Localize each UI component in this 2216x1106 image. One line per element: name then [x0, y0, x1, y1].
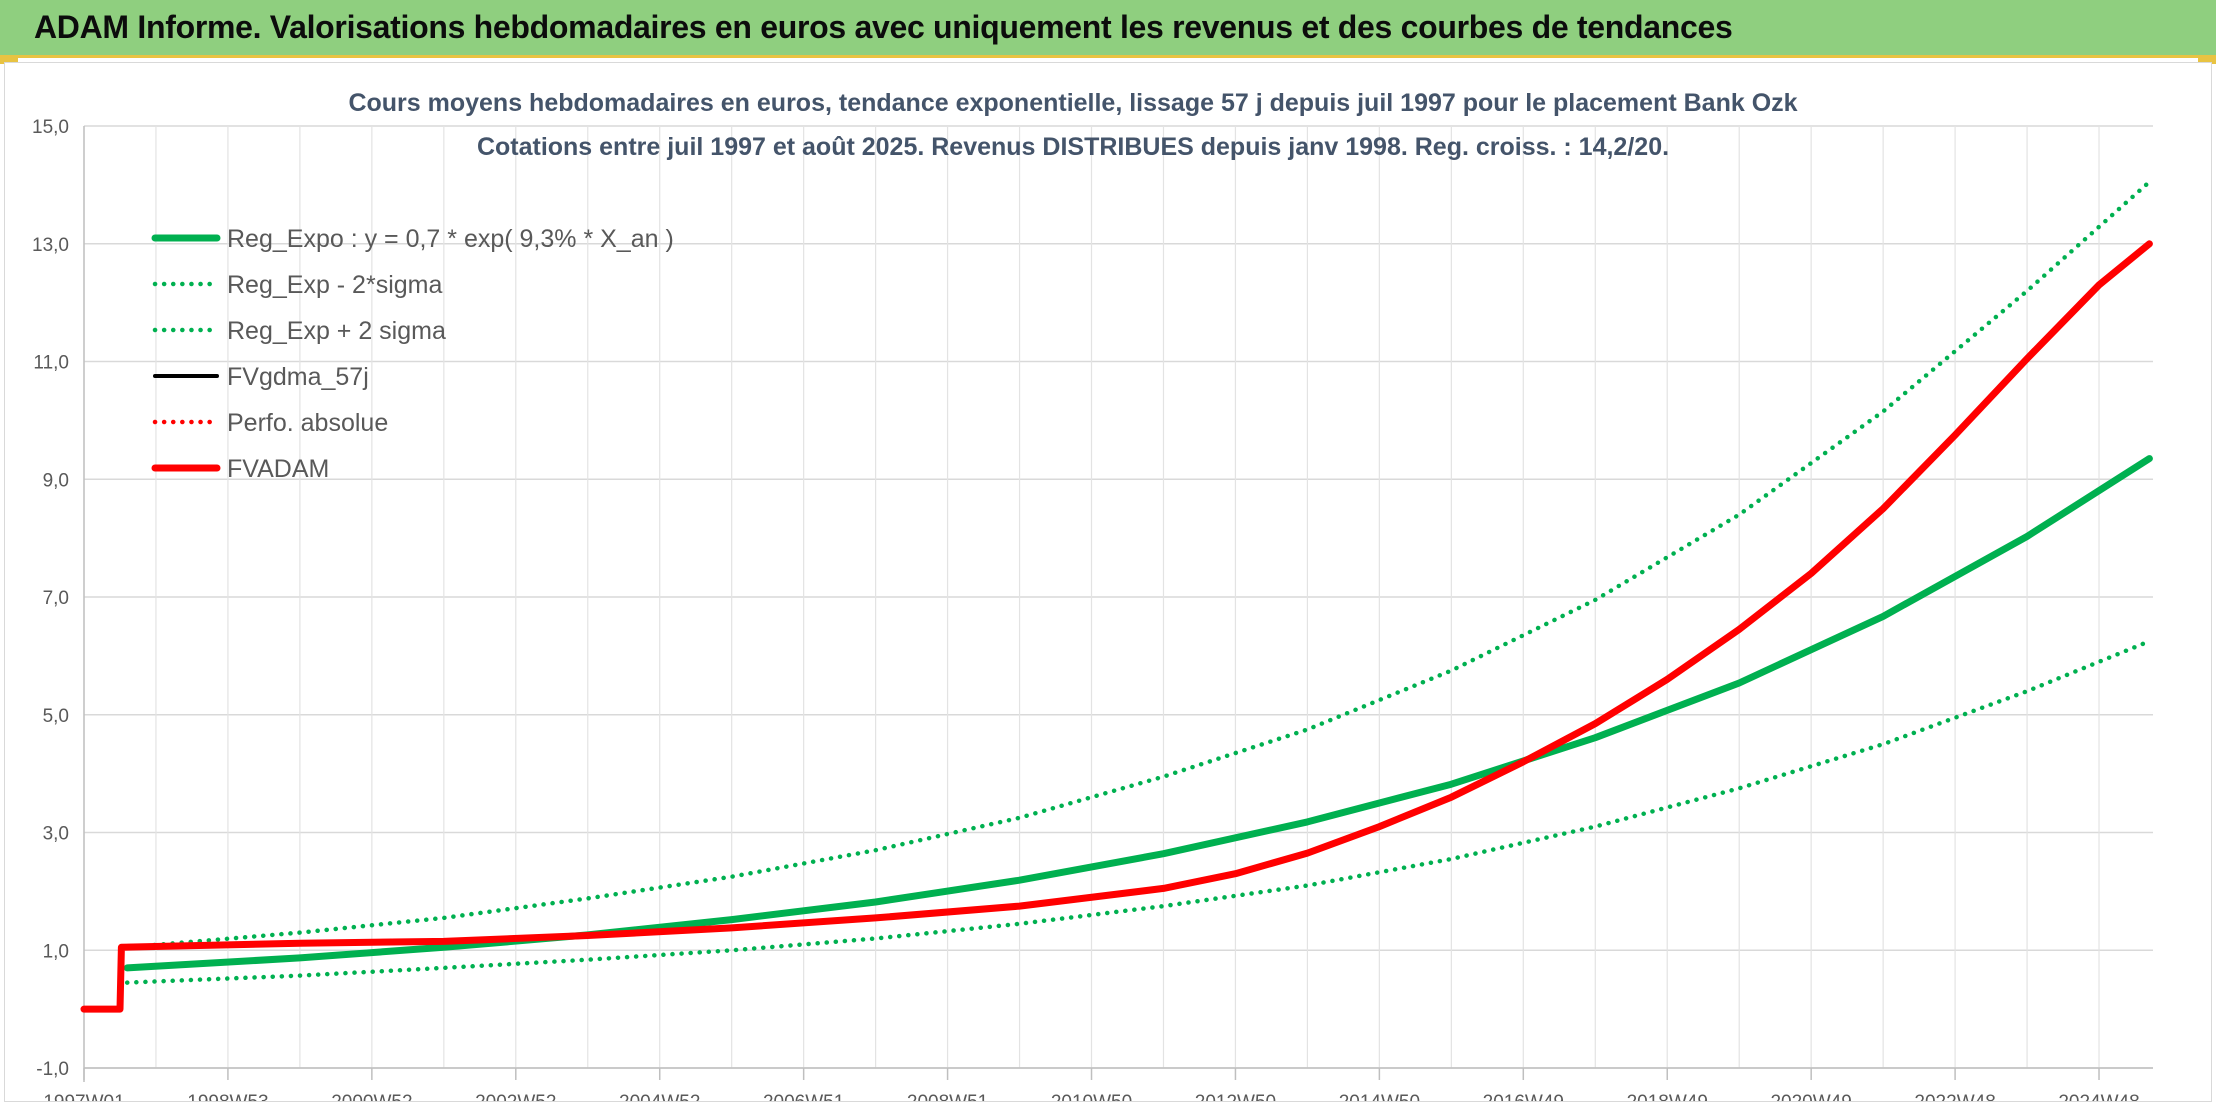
report-banner: ADAM Informe. Valorisations hebdomadaire… [0, 0, 2216, 58]
y-tick-label: -1,0 [36, 1059, 69, 1080]
legend-label: FVADAM [227, 455, 329, 483]
x-tick-label: 2002W52 [475, 1092, 556, 1101]
chart-area: -1,0 1,0 3,0 5,0 7,0 9,0 11,0 13,0 15,0 1997W01 19… [4, 62, 2212, 1102]
y-tick-label: 5,0 [43, 706, 69, 727]
chart-title-line: Cours moyens hebdomadaires en euros, ten… [348, 89, 1797, 117]
x-tick-label: 2022W48 [1914, 1092, 1995, 1101]
x-tick-label: 2012W50 [1195, 1092, 1276, 1101]
x-tick-label: 1998W53 [187, 1092, 268, 1101]
legend-label: FVgdma_57j [227, 363, 369, 391]
x-tick-label: 2006W51 [763, 1092, 844, 1101]
y-tick-label: 1,0 [43, 941, 69, 962]
x-tick-label: 2014W50 [1339, 1092, 1420, 1101]
x-tick-label: 1997W01 [43, 1092, 124, 1101]
series-line [124, 638, 2152, 985]
x-tick-label: 2000W52 [331, 1092, 412, 1101]
corner-accent-right [2198, 58, 2216, 64]
legend-label: Reg_Exp - 2*sigma [227, 271, 442, 299]
x-tick-label: 2008W51 [907, 1092, 988, 1101]
y-tick-label: 9,0 [43, 470, 69, 491]
chart-title-line: Cotations entre juil 1997 et août 2025. … [477, 133, 1669, 161]
legend-label: Perfo. absolue [227, 409, 388, 437]
legend-label: Reg_Expo : y = 0,7 * exp( 9,3% * X_an ) [227, 225, 674, 253]
corner-accent-left [0, 58, 18, 64]
x-tick-label: 2010W50 [1051, 1092, 1132, 1101]
y-tick-label: 3,0 [43, 824, 69, 845]
y-tick-label: 13,0 [32, 235, 69, 256]
series-line [80, 240, 2153, 1013]
report-title: ADAM Informe. Valorisations hebdomadaire… [34, 9, 1733, 45]
x-tick-label: 2024W48 [2058, 1092, 2139, 1101]
x-tick-label: 2020W49 [1770, 1092, 1851, 1101]
y-tick-label: 11,0 [33, 353, 69, 374]
x-tick-label: 2004W52 [619, 1092, 700, 1101]
chart-svg: -1,0 1,0 3,0 5,0 7,0 9,0 11,0 13,0 15,0 1997W01 19… [32, 89, 2153, 1101]
x-tick-label: 2016W49 [1483, 1092, 1564, 1101]
x-tick-label: 2018W49 [1627, 1092, 1708, 1101]
series-line [123, 455, 2153, 972]
legend-label: Reg_Exp + 2 sigma [227, 317, 446, 345]
y-tick-label: 7,0 [43, 588, 69, 609]
y-tick-label: 15,0 [32, 117, 69, 138]
